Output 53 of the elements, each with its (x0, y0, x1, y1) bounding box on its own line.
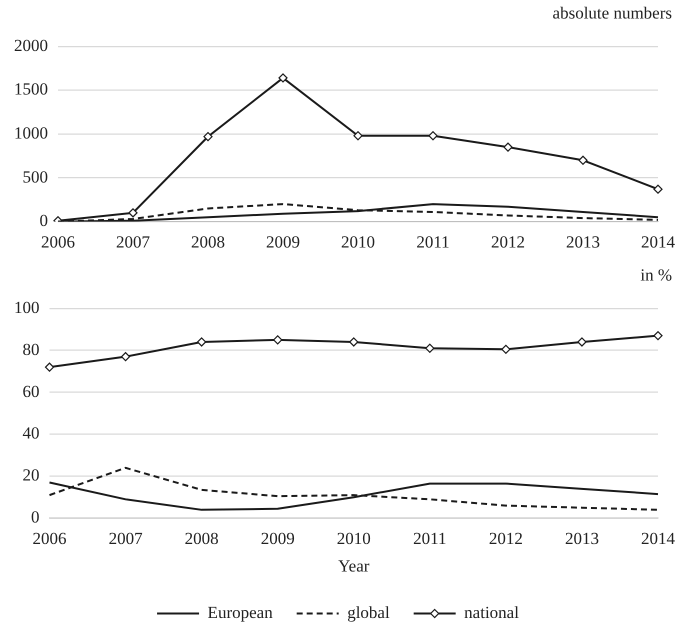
legend-label: national (464, 602, 520, 622)
y-tick-label: 0 (40, 211, 48, 230)
x-tick-label: 2014 (641, 528, 676, 548)
point (120, 352, 130, 362)
x-tick-label: 2010 (341, 232, 375, 252)
x-tick-label: 2006 (32, 528, 66, 548)
legend-label: European (208, 602, 274, 622)
x-axis-title: Year (338, 556, 370, 576)
point (203, 132, 213, 142)
y-tick-label: 20 (22, 466, 40, 485)
point (653, 331, 663, 340)
point (197, 337, 206, 347)
y-tick-label: 100 (14, 298, 40, 317)
point (425, 344, 434, 353)
x-tick-label: 2012 (491, 232, 525, 252)
x-tick-label: 2007 (116, 232, 150, 252)
x-tick-label: 2007 (108, 528, 144, 548)
point (349, 337, 358, 347)
y-tick-label: 60 (22, 382, 40, 401)
point (44, 362, 54, 372)
point (428, 131, 438, 140)
x-tick-label: 2008 (191, 232, 225, 252)
x-tick-label: 2010 (336, 528, 371, 548)
x-tick-label: 2013 (564, 528, 599, 548)
y-tick-label: 1000 (14, 123, 48, 142)
chart-title: in % (640, 266, 672, 285)
x-tick-label: 2009 (266, 232, 300, 252)
point (503, 142, 513, 152)
y-tick-label: 40 (22, 424, 40, 443)
point (653, 184, 663, 194)
x-tick-label: 2012 (488, 528, 523, 548)
x-tick-label: 2014 (641, 232, 676, 252)
point (578, 156, 588, 165)
point (501, 344, 510, 354)
point (353, 131, 363, 140)
x-tick-label: 2006 (41, 232, 75, 252)
legend-label: global (347, 602, 390, 622)
line-series (48, 466, 659, 511)
point (278, 73, 288, 83)
y-tick-label: 1500 (14, 80, 48, 99)
x-tick-label: 2011 (416, 232, 450, 252)
x-tick-label: 2013 (566, 232, 600, 252)
y-tick-label: 0 (31, 508, 40, 527)
x-tick-label: 2008 (184, 528, 219, 548)
y-tick-label: 80 (22, 340, 40, 359)
point (577, 337, 587, 347)
y-tick-label: 500 (22, 167, 48, 186)
chart-title: absolute numbers (552, 4, 672, 23)
x-tick-label: 2009 (260, 528, 295, 548)
y-tick-label: 2000 (14, 36, 48, 55)
point (128, 208, 138, 218)
x-tick-label: 2011 (413, 528, 446, 548)
point (273, 335, 282, 344)
